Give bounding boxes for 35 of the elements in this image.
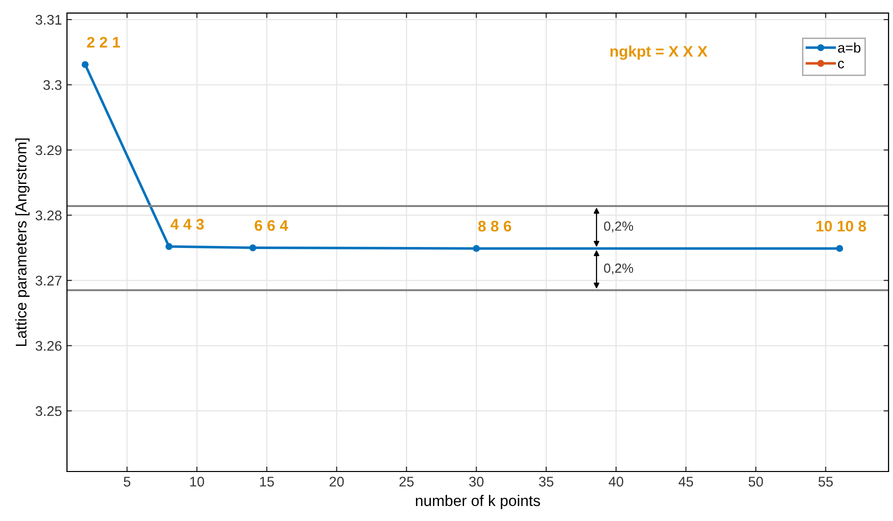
y-tick-label: 3.26 (36, 340, 62, 351)
y-tick-label: 3.29 (36, 145, 62, 156)
x-tick-label: 55 (818, 476, 833, 487)
x-tick-label: 30 (469, 476, 484, 487)
x-tick-label: 5 (124, 476, 130, 487)
point (166, 243, 172, 250)
annotation: 0,2% (604, 264, 634, 274)
point (472, 244, 480, 252)
annotation: 4 4 3 (170, 218, 204, 230)
y-tick-label: 3.28 (36, 210, 62, 220)
x-tick-label: 15 (260, 476, 274, 487)
y-tick-label: 3.3 (43, 80, 62, 90)
y-axis-title: Lattice parameters [Angrstrom] (15, 138, 30, 346)
point (836, 244, 844, 252)
legend-label: a=b (838, 42, 860, 53)
point (82, 61, 89, 68)
y-tick-label: 3.25 (36, 406, 62, 416)
x-tick-label: 45 (678, 476, 694, 487)
x-tick-label: 35 (539, 476, 554, 487)
annotation: 10 10 8 (816, 220, 866, 232)
y-tick-label: 3.31 (36, 14, 62, 25)
y-tick-label: 3.27 (36, 276, 62, 286)
x-axis-title: number of k points (416, 494, 540, 510)
x-tick-label: 20 (330, 476, 344, 487)
x-tick-label: 10 (190, 476, 204, 487)
annotation: 6 6 4 (254, 220, 288, 231)
annotation: 8 8 6 (478, 220, 512, 232)
legend-label: c (838, 60, 844, 68)
annotation: ngkpt = X X X (610, 46, 708, 60)
annotation: 0,2% (604, 221, 634, 232)
point (249, 244, 256, 252)
x-tick-label: 25 (399, 476, 414, 487)
annotation: 2 2 1 (87, 36, 120, 48)
x-tick-label: 50 (748, 476, 763, 487)
x-tick-label: 40 (608, 476, 624, 487)
